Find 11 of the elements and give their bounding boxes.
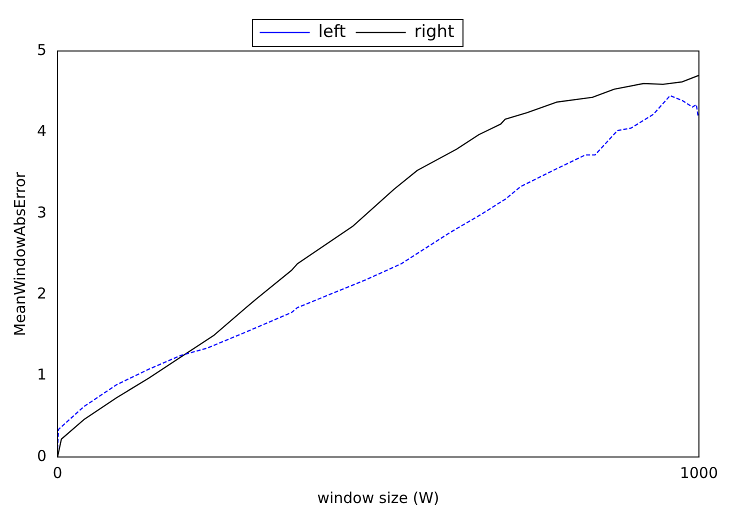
legend-label: right (414, 22, 455, 42)
y-tick-label: 2 (36, 284, 47, 302)
y-axis-title: MeanWindowAbsError (10, 171, 29, 336)
y-tick-label: 3 (36, 203, 47, 222)
y-tick-label: 4 (36, 122, 47, 140)
x-axis-title: window size (W) (317, 488, 440, 507)
y-tick-label: 1 (36, 366, 47, 384)
y-tick-label: 0 (36, 446, 47, 465)
legend-label: left (318, 22, 346, 42)
x-tick-label: 1000 (680, 464, 718, 482)
y-tick-label: 5 (36, 40, 47, 59)
